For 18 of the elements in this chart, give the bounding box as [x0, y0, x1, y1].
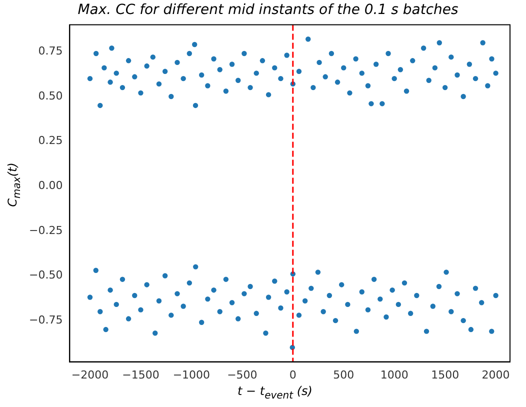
x-tick-label: −2000 [71, 368, 109, 382]
y-tick-label: 0.75 [38, 44, 63, 58]
y-tick-label: 0.25 [38, 134, 63, 148]
chart-title: Max. CC for different mid instants of the 0.1 s batches [78, 2, 458, 18]
x-tick-label: −1000 [172, 368, 210, 382]
x-axis-title: t − t$_{event}$ (s) [236, 384, 314, 402]
x-tick-label: 1000 [380, 368, 408, 382]
x-tick-label: −500 [227, 368, 258, 382]
y-tick-label: 0.00 [38, 178, 63, 192]
x-tick-label: 500 [333, 368, 354, 382]
y-tick-label: 0.50 [38, 89, 63, 102]
x-tick-label: 2000 [482, 368, 510, 382]
y-tick-label: −0.25 [28, 224, 63, 237]
x-tick-label: 1500 [431, 368, 460, 382]
y-tick-label: −0.75 [28, 313, 63, 326]
x-tick-label: −1500 [122, 368, 160, 382]
y-tick-label: −0.50 [28, 268, 63, 282]
x-tick-label: 0 [289, 368, 296, 382]
